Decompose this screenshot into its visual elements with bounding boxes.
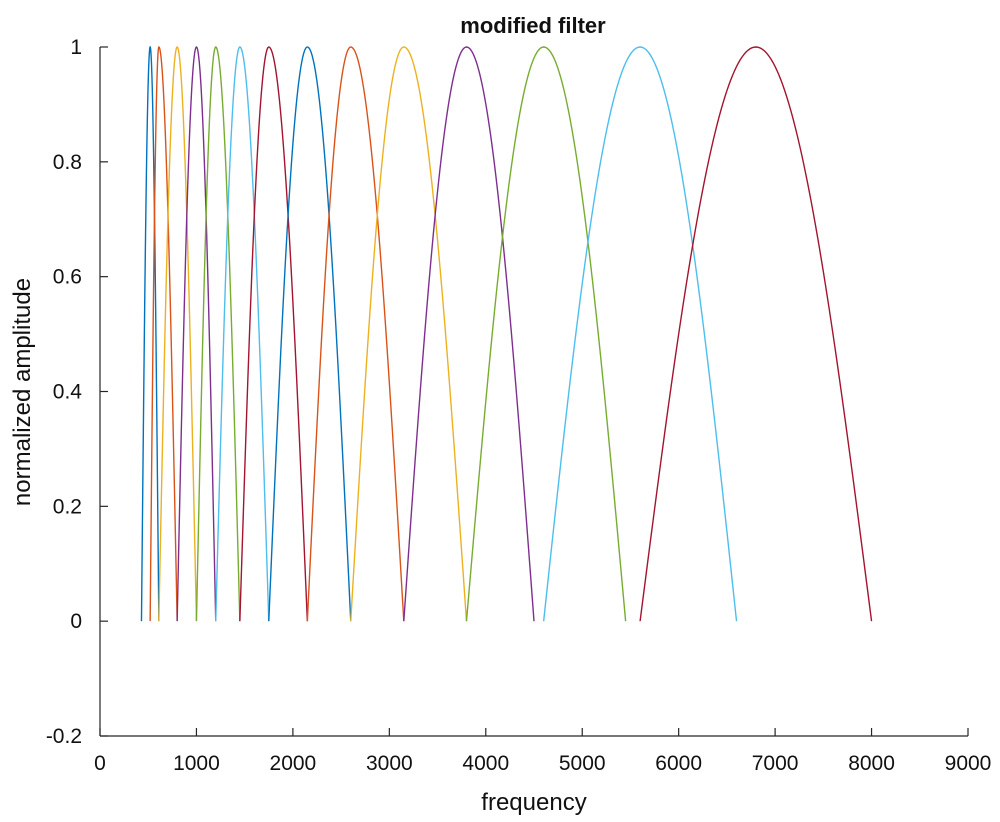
- y-tick-label: 0: [70, 610, 82, 633]
- x-axis-label: frequency: [481, 789, 586, 816]
- filter-series-5: [195, 46, 241, 622]
- filter-series-10: [350, 46, 468, 622]
- y-tick-label: 0.8: [53, 151, 82, 174]
- filter-series-1: [140, 45, 160, 622]
- y-tick-label: 1: [70, 36, 82, 59]
- y-tick-label: -0.2: [46, 725, 82, 748]
- x-tick-label: 9000: [945, 752, 992, 775]
- filter-series-14: [639, 46, 873, 622]
- x-tick-label: 0: [94, 752, 106, 775]
- x-tick-label: 7000: [752, 752, 799, 775]
- filter-series-8: [268, 46, 352, 622]
- x-tick-label: 6000: [655, 752, 702, 775]
- y-axis-label: normalized amplitude: [9, 278, 36, 506]
- x-tick-label: 5000: [559, 752, 606, 775]
- series-group: [140, 45, 873, 622]
- filter-series-13: [542, 46, 738, 622]
- x-tick-label: 3000: [366, 752, 413, 775]
- filter-series-6: [215, 46, 270, 622]
- filter-series-2: [149, 46, 178, 622]
- filter-series-9: [306, 46, 405, 622]
- x-tick-label: 2000: [270, 752, 317, 775]
- x-tick-label: 4000: [462, 752, 509, 775]
- x-tick-label: 1000: [173, 752, 220, 775]
- filter-series-12: [465, 46, 627, 622]
- filter-series-11: [403, 46, 535, 622]
- filter-series-4: [176, 46, 217, 622]
- chart-title: modified filter: [460, 13, 606, 38]
- x-tick-label: 8000: [848, 752, 895, 775]
- y-tick-label: 0.2: [53, 495, 82, 518]
- y-ticks: -0.2 0 0.2 0.4 0.6 0.8 1: [46, 36, 108, 748]
- x-ticks: 0 1000 2000 3000 4000 5000 6000 7000 8000 9000: [94, 728, 991, 775]
- filter-series-7: [239, 46, 309, 622]
- filter-series-3: [158, 46, 198, 622]
- y-tick-label: 0.6: [53, 266, 82, 289]
- y-tick-label: 0.4: [53, 381, 83, 404]
